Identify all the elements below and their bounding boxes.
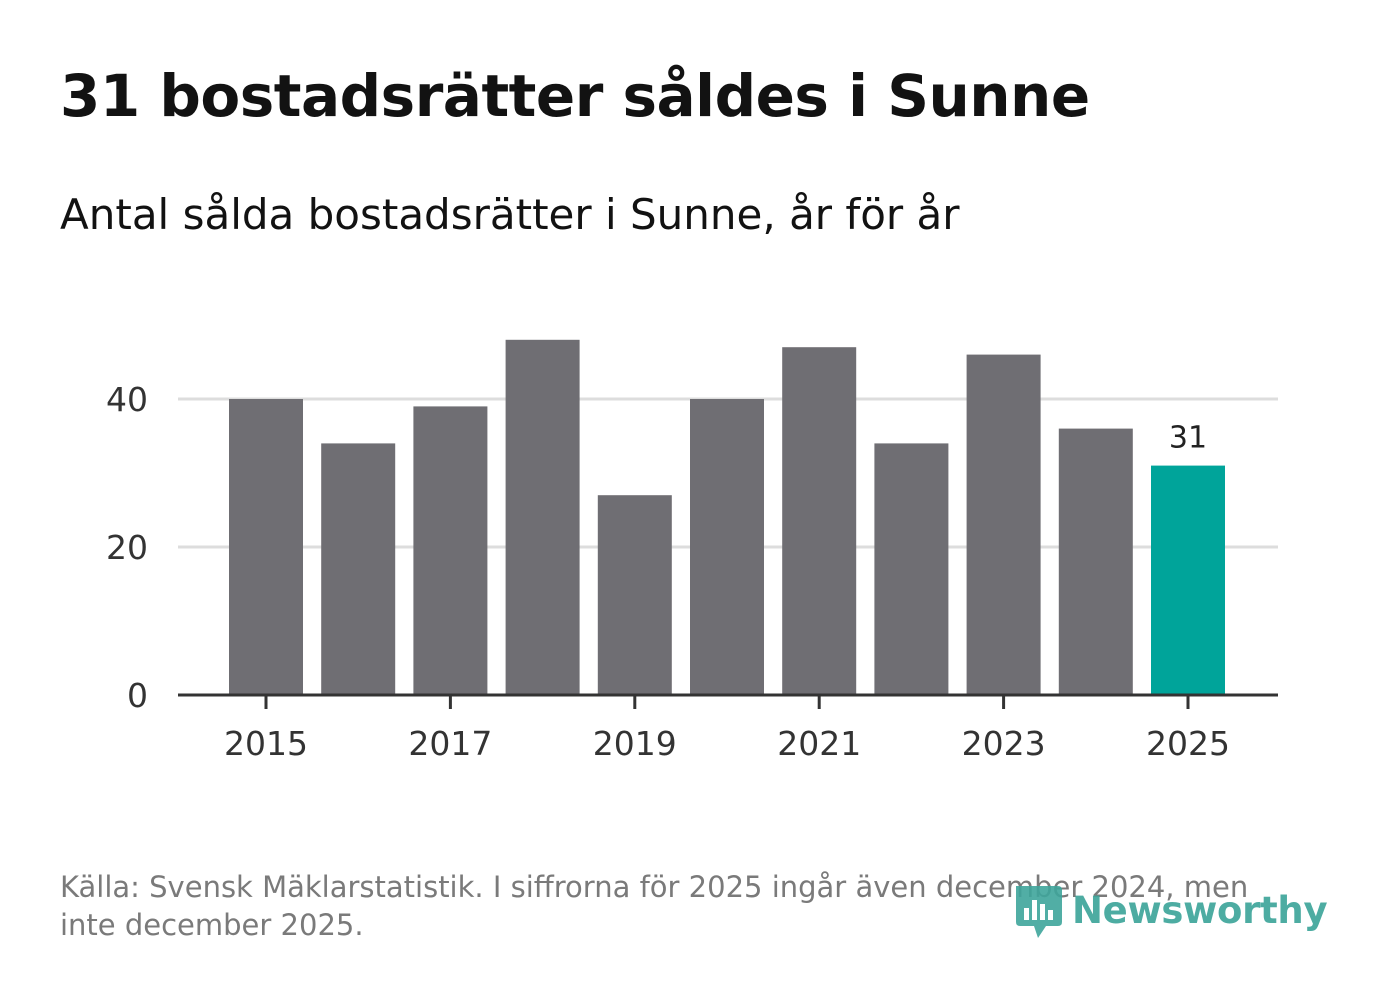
x-tick-label-2025: 2025 xyxy=(1146,724,1230,763)
x-tick-label-2023: 2023 xyxy=(962,724,1046,763)
bar-2022[interactable] xyxy=(874,443,949,695)
bar-2016[interactable] xyxy=(321,443,396,695)
bar-2020[interactable] xyxy=(690,399,764,695)
newsworthy-logo-text: Newsworthy xyxy=(1072,888,1328,932)
chart-subtitle: Antal sålda bostadsrätter i Sunne, år fö… xyxy=(60,190,960,239)
y-tick-label-40: 40 xyxy=(106,380,148,419)
labels: 0 20 40 31 2015 2017 2019 2021 2023 2025 xyxy=(106,380,1230,763)
newsworthy-logo-icon xyxy=(1016,886,1062,938)
y-tick-label-20: 20 xyxy=(106,528,148,567)
x-tick-label-2017: 2017 xyxy=(408,724,492,763)
data-label-2025: 31 xyxy=(1169,421,1207,456)
x-tick-label-2015: 2015 xyxy=(224,724,308,763)
bar-2021[interactable] xyxy=(782,347,857,695)
bar-2015[interactable] xyxy=(229,399,303,695)
bar-2019[interactable] xyxy=(597,495,672,695)
bar-2018[interactable] xyxy=(505,339,580,695)
newsworthy-logo[interactable]: Newsworthy xyxy=(1012,880,1328,940)
y-tick-label-0: 0 xyxy=(127,676,148,715)
bar-2017[interactable] xyxy=(413,406,488,695)
bar-2023[interactable] xyxy=(966,354,1041,695)
bars xyxy=(229,339,1225,695)
x-tick-label-2019: 2019 xyxy=(593,724,677,763)
x-tick-label-2021: 2021 xyxy=(777,724,861,763)
bar-2024[interactable] xyxy=(1058,428,1133,695)
x-axis xyxy=(178,693,1278,709)
chart-title: 31 bostadsrätter såldes i Sunne xyxy=(60,62,1090,130)
bar-2025[interactable] xyxy=(1151,465,1225,695)
